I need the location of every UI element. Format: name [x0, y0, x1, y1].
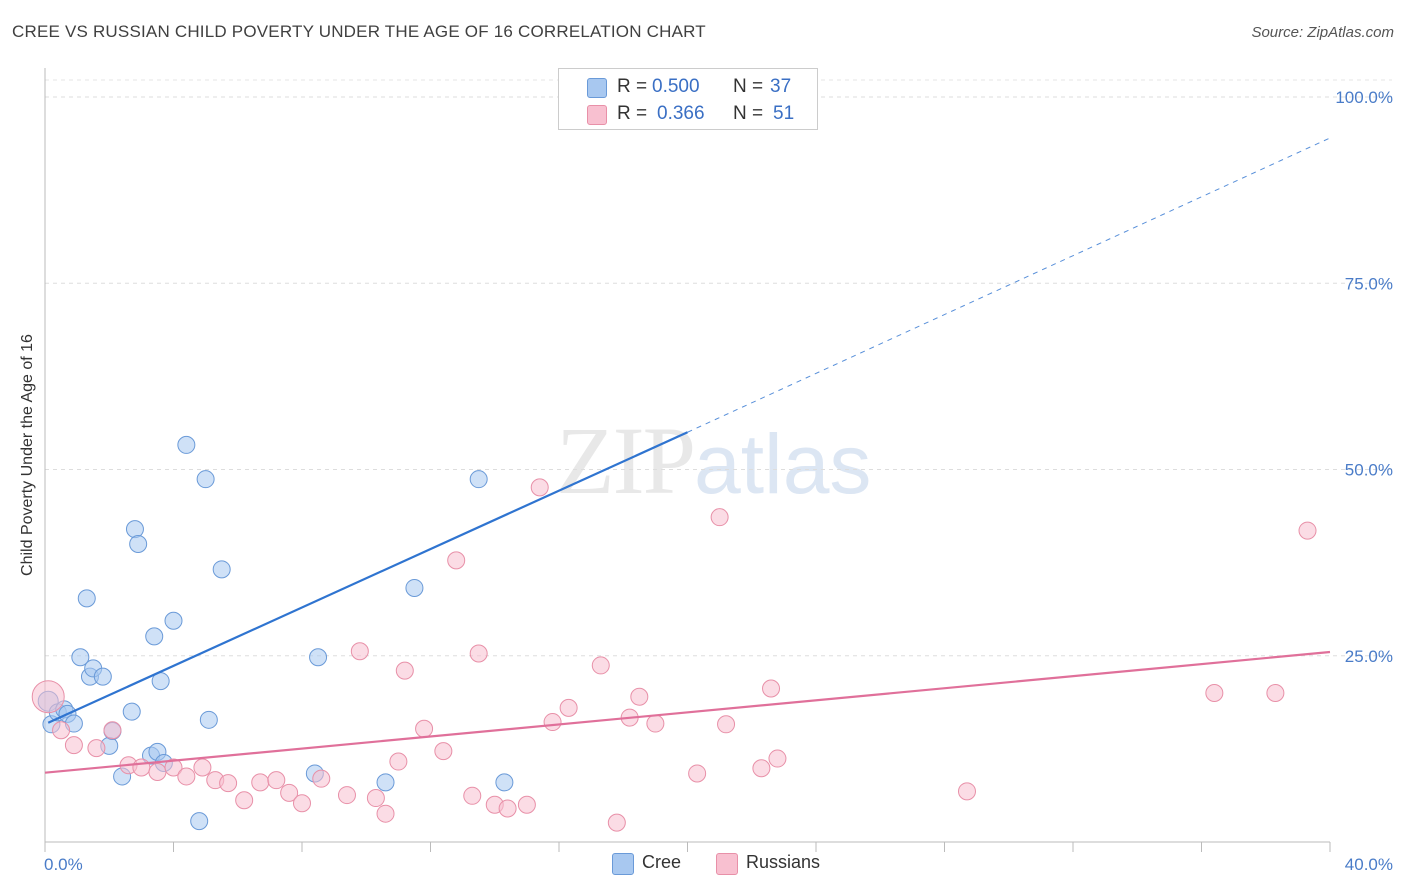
russians-point — [591, 656, 610, 675]
russians-point — [1266, 684, 1285, 702]
cree-point — [125, 520, 144, 539]
russians-point — [646, 714, 665, 733]
russians-point — [1205, 684, 1224, 702]
russians-point — [434, 742, 453, 761]
source-credit: Source: ZipAtlas.com — [1251, 24, 1394, 41]
russians-point — [517, 795, 536, 814]
russians-point — [752, 759, 771, 778]
legend-r-value: 0.366 — [657, 103, 705, 124]
russians-point — [31, 680, 65, 714]
chart-title: CREE VS RUSSIAN CHILD POVERTY UNDER THE … — [12, 22, 706, 41]
cree-point — [469, 470, 488, 489]
russians-point — [688, 764, 707, 783]
y-tick-label: 100.0% — [1335, 88, 1393, 107]
russians-point — [447, 551, 466, 570]
russians-point — [376, 804, 395, 823]
russians-point — [768, 749, 787, 768]
russians-point — [762, 679, 781, 698]
stats-legend: R = 0.500 N = 37 R = 0.366 N = 51 — [558, 68, 818, 130]
cree-point — [212, 560, 231, 579]
legend-n-value: 37 — [770, 76, 792, 97]
bottom-legend-swatch-cree — [612, 853, 634, 875]
y-tick-label: 50.0% — [1345, 461, 1393, 480]
cree-point — [495, 773, 514, 792]
cree-point — [177, 435, 196, 454]
cree-point — [376, 773, 395, 792]
legend-swatch-russians — [587, 105, 607, 125]
cree-point — [190, 812, 209, 831]
x-tick-label-min: 0.0% — [44, 855, 83, 874]
russians-point — [64, 736, 83, 755]
russians-point — [463, 786, 482, 805]
cree-point — [77, 589, 96, 608]
cree-trend-line — [47, 431, 688, 724]
bottom-legend-label-russians: Russians — [746, 852, 821, 872]
russians-trend-line — [44, 650, 1331, 774]
cree-trend-extension — [687, 137, 1331, 433]
russians-point — [607, 813, 626, 832]
bottom-legend-swatch-russians — [716, 853, 738, 875]
legend-r-value: 0.500 — [652, 76, 700, 97]
russians-point — [219, 774, 238, 793]
y-tick-label: 75.0% — [1345, 274, 1393, 293]
y-tick-label: 25.0% — [1345, 647, 1393, 666]
russians-point — [280, 783, 299, 802]
russians-point — [710, 508, 729, 527]
russians-point — [132, 758, 151, 777]
russians-point — [717, 715, 736, 734]
russians-point — [630, 687, 649, 706]
cree-point — [405, 578, 424, 597]
cree-point — [309, 648, 328, 667]
russians-point — [543, 713, 562, 732]
russians-point — [415, 719, 434, 738]
russians-point — [235, 791, 254, 810]
russians-point — [337, 786, 356, 805]
legend-r-label: R = — [617, 103, 648, 124]
russians-point — [530, 478, 549, 497]
cree-point — [145, 627, 164, 646]
bottom-legend-label-cree: Cree — [642, 852, 682, 872]
legend-r-label: R = — [617, 76, 648, 97]
russians-point — [350, 642, 369, 661]
legend-n-label: N = — [733, 103, 764, 124]
russians-point — [498, 799, 517, 818]
legend-swatch-cree — [587, 78, 607, 98]
legend-n-value: 51 — [773, 103, 795, 124]
cree-point — [71, 648, 90, 667]
watermark: ZIPatlas — [556, 405, 871, 516]
russians-point — [52, 721, 71, 740]
russians-point — [148, 762, 167, 781]
russians-point — [389, 752, 408, 771]
cree-point — [199, 710, 218, 729]
russians-point — [1298, 521, 1317, 540]
cree-point — [164, 611, 183, 630]
russians-point — [267, 771, 286, 790]
russians-point — [559, 698, 578, 717]
russians-point — [164, 758, 183, 777]
russians-point — [193, 758, 212, 777]
russians-point — [293, 794, 311, 813]
watermark-atlas: atlas — [694, 417, 872, 511]
cree-point — [93, 667, 112, 686]
russians-point — [251, 773, 270, 792]
cree-point — [196, 470, 215, 489]
cree-point — [122, 702, 141, 721]
russians-point — [957, 782, 976, 801]
russians-point — [87, 739, 106, 758]
russians-point — [312, 769, 331, 788]
russians-point — [469, 644, 488, 663]
legend-n-label: N = — [733, 76, 764, 97]
x-tick-label-max: 40.0% — [1345, 855, 1393, 874]
cree-point — [129, 535, 148, 553]
russians-point — [395, 661, 414, 680]
russians-point — [366, 789, 385, 808]
russians-point — [177, 767, 196, 786]
russians-point — [103, 721, 122, 740]
